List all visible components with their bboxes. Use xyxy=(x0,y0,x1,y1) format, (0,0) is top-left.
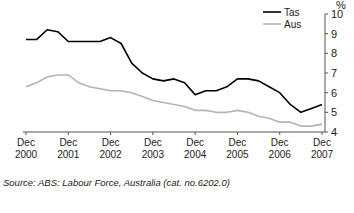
x-tick-label: Dec2001 xyxy=(57,137,80,160)
y-tick xyxy=(325,132,328,133)
x-tick xyxy=(68,132,69,135)
series-line xyxy=(26,30,322,113)
x-tick-label: Dec2003 xyxy=(142,137,165,160)
x-tick-label: Dec2005 xyxy=(226,137,249,160)
x-tick xyxy=(195,132,196,135)
x-tick-label-part: 2003 xyxy=(142,149,165,160)
legend-label: Tas xyxy=(284,7,300,18)
x-tick-label: Dec2006 xyxy=(269,137,292,160)
y-tick xyxy=(325,92,328,93)
y-tick-label: 9 xyxy=(331,28,337,40)
chart-container: 45678910%Dec2000Dec2001Dec2002Dec2003Dec… xyxy=(0,0,354,213)
x-tick-label-part: 2007 xyxy=(311,149,334,160)
x-tick xyxy=(322,132,323,135)
x-tick-label-part: Dec xyxy=(229,137,247,148)
x-tick-label-part: Dec xyxy=(313,137,331,148)
source-note: Source: ABS: Labour Force, Australia (ca… xyxy=(3,177,230,188)
x-tick-label-part: 2001 xyxy=(57,149,80,160)
chart-svg: 45678910%Dec2000Dec2001Dec2002Dec2003Dec… xyxy=(0,0,354,213)
x-tick-label-part: 2006 xyxy=(269,149,292,160)
y-tick-label: 4 xyxy=(331,126,337,138)
x-tick-label: Dec2002 xyxy=(99,137,122,160)
y-axis-label: % xyxy=(336,0,346,11)
x-tick xyxy=(279,132,280,135)
x-tick xyxy=(237,132,238,135)
legend-label: Aus xyxy=(284,19,301,30)
x-tick xyxy=(152,132,153,135)
y-tick xyxy=(325,112,328,113)
x-tick-label-part: 2005 xyxy=(226,149,249,160)
y-tick-label: 7 xyxy=(331,67,337,79)
y-tick xyxy=(325,73,328,74)
y-tick xyxy=(325,53,328,54)
x-tick-label-part: Dec xyxy=(271,137,289,148)
x-tick-label-part: 2002 xyxy=(99,149,122,160)
x-tick xyxy=(110,132,111,135)
x-tick-label: Dec2007 xyxy=(311,137,334,160)
y-tick xyxy=(325,14,328,15)
x-tick-label-part: 2000 xyxy=(15,149,38,160)
x-tick-label-part: Dec xyxy=(186,137,204,148)
plot-area xyxy=(26,30,322,126)
x-tick-label: Dec2004 xyxy=(184,137,207,160)
y-tick-label: 6 xyxy=(331,87,337,99)
series-line xyxy=(26,75,322,126)
x-tick-label-part: Dec xyxy=(17,137,35,148)
legend-swatch xyxy=(263,23,281,25)
x-tick-label-part: 2004 xyxy=(184,149,207,160)
y-tick xyxy=(325,33,328,34)
x-tick-label-part: Dec xyxy=(59,137,77,148)
y-tick-label: 8 xyxy=(331,47,337,59)
x-tick xyxy=(26,132,27,135)
x-tick-label: Dec2000 xyxy=(15,137,38,160)
x-tick-label-part: Dec xyxy=(102,137,120,148)
y-tick-label: 5 xyxy=(331,106,337,118)
x-tick-label-part: Dec xyxy=(144,137,162,148)
legend-swatch xyxy=(263,11,281,13)
